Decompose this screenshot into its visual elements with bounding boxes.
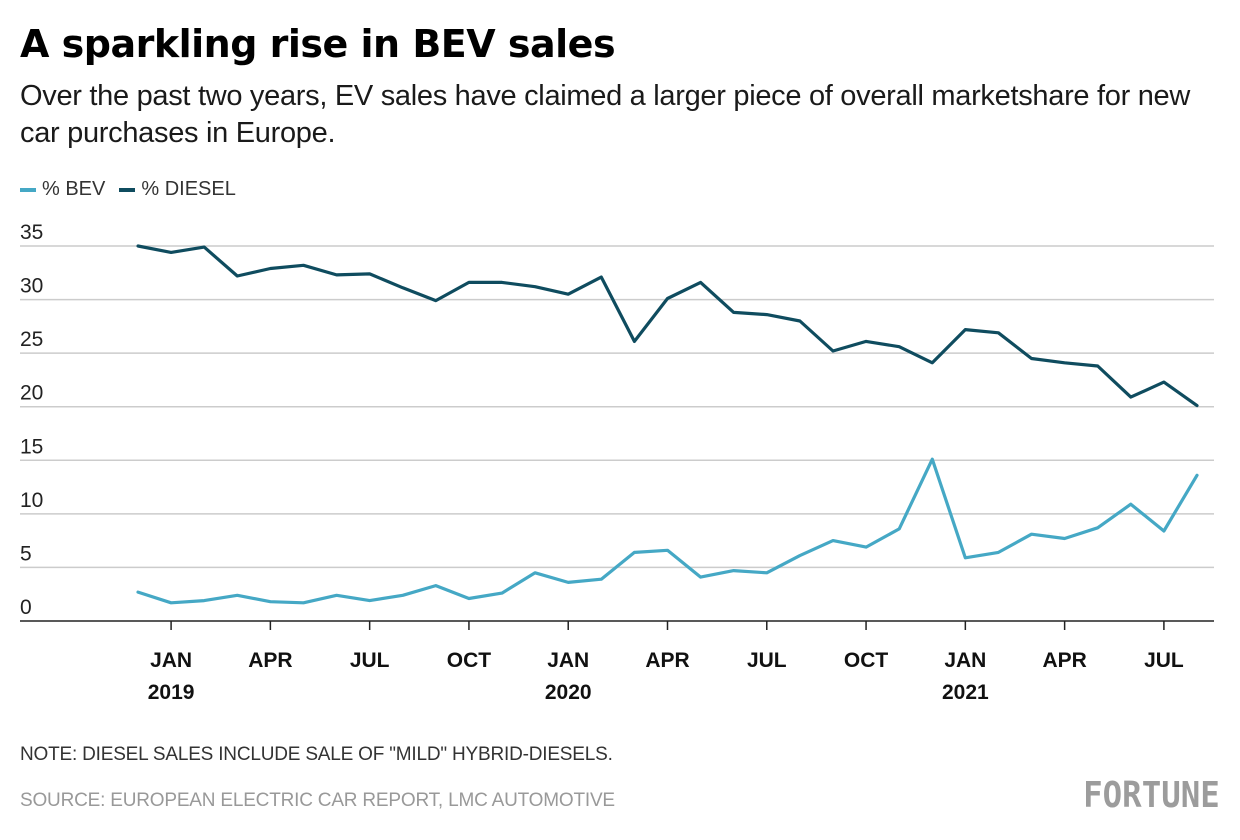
y-tick-label-5: 5 <box>20 542 32 565</box>
x-tick-label-month-7: OCT <box>844 649 889 672</box>
legend-item-bev: % BEV <box>20 178 105 201</box>
x-tick-label-month-9: APR <box>1042 649 1086 672</box>
x-tick-label-year-4: 2020 <box>545 681 592 704</box>
diesel-line <box>136 244 1199 408</box>
y-tick-label-25: 25 <box>20 328 43 351</box>
chart-title: A sparkling rise in BEV sales <box>20 22 616 66</box>
bev-line <box>136 457 1199 605</box>
legend-swatch-diesel <box>119 187 136 192</box>
x-tick-label-month-5: APR <box>645 649 689 672</box>
y-tick-label-10: 10 <box>20 489 43 512</box>
chart-source: SOURCE: EUROPEAN ELECTRIC CAR REPORT, LM… <box>20 790 615 811</box>
x-tick-label-month-4: JAN <box>547 649 589 672</box>
y-tick-label-30: 30 <box>20 275 43 298</box>
x-tick-label-month-8: JAN <box>944 649 986 672</box>
chart-subtitle: Over the past two years, EV sales have c… <box>20 80 1191 149</box>
y-tick-label-20: 20 <box>20 382 43 405</box>
x-tick-label-month-6: JUL <box>747 649 787 672</box>
legend: % BEV % DIESEL <box>20 178 236 201</box>
fortune-logo: FORTUNE <box>1083 775 1220 816</box>
legend-label-diesel: % DIESEL <box>141 178 236 200</box>
y-tick-label-35: 35 <box>20 221 43 244</box>
x-tick-label-year-8: 2021 <box>942 681 989 704</box>
legend-label-bev: % BEV <box>42 178 106 200</box>
x-tick-label-month-10: JUL <box>1144 649 1184 672</box>
x-tick-label-month-2: JUL <box>350 649 390 672</box>
x-tick-label-month-1: APR <box>248 649 292 672</box>
y-tick-label-0: 0 <box>20 596 32 619</box>
line-chart: 0 5 10 15 20 25 30 35 JAN 2019 APR JUL OCT JAN 2020 APR… <box>20 221 1214 704</box>
x-tick-label-month-0: JAN <box>150 649 192 672</box>
legend-item-diesel: % DIESEL <box>119 178 236 201</box>
x-tick-label-year-0: 2019 <box>148 681 195 704</box>
chart-note: NOTE: DIESEL SALES INCLUDE SALE OF "MILD… <box>20 744 613 765</box>
y-tick-label-15: 15 <box>20 435 43 458</box>
x-tick-label-month-3: OCT <box>447 649 492 672</box>
legend-swatch-bev <box>20 187 36 192</box>
